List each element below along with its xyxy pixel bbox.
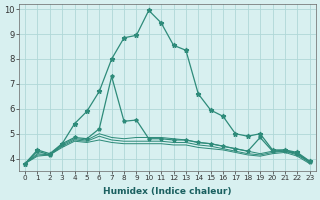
X-axis label: Humidex (Indice chaleur): Humidex (Indice chaleur)	[103, 187, 232, 196]
